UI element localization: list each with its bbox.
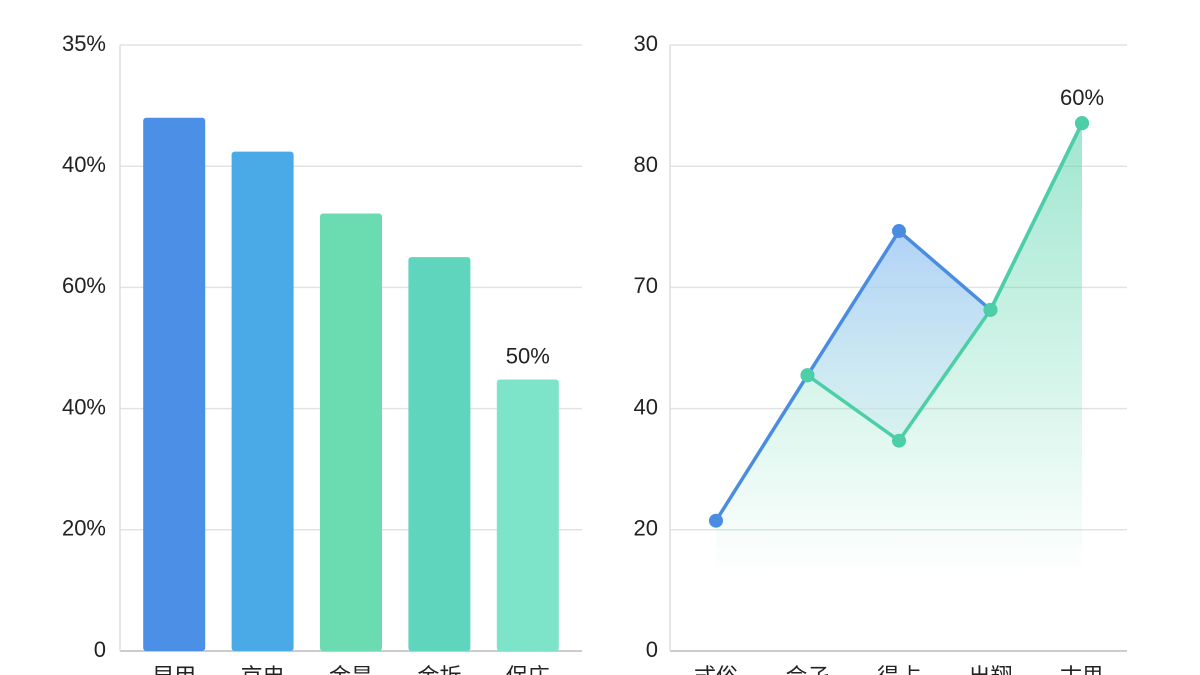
bar xyxy=(231,151,294,651)
point xyxy=(800,368,815,383)
line xyxy=(806,122,1084,443)
y-tick-label: 60% xyxy=(62,273,106,298)
x-tick-label: 式俗 xyxy=(694,664,738,675)
point xyxy=(892,224,906,239)
x-tick-label: 会孑 xyxy=(785,664,829,675)
x-tick-label: 出翔 xyxy=(968,664,1012,675)
y-tick-label: 30 xyxy=(634,31,658,56)
annotation: 60% xyxy=(1060,85,1104,110)
band-fill xyxy=(807,231,991,441)
y-tick-label: 80 xyxy=(634,152,658,177)
bar xyxy=(408,257,471,651)
x-tick-label: 金是 xyxy=(329,664,373,675)
x-tick-label: 得占 xyxy=(877,664,921,675)
x-tick-label: 保庄 xyxy=(506,664,550,675)
bar xyxy=(320,213,382,651)
point xyxy=(1075,116,1089,131)
y-tick-label: 20 xyxy=(634,516,658,541)
x-tick-label: 京忠 xyxy=(241,664,285,675)
y-tick-label: 0 xyxy=(94,637,106,662)
area-fill xyxy=(716,123,1082,576)
point xyxy=(892,433,906,448)
bar xyxy=(496,379,559,651)
x-tick-label: 早甲 xyxy=(152,664,196,675)
y-tick-label: 40% xyxy=(62,394,106,419)
x-tick-label: 金折 xyxy=(417,664,461,675)
y-tick-label: 40% xyxy=(62,152,106,177)
point xyxy=(709,513,723,528)
y-tick-label: 35% xyxy=(62,31,106,56)
y-tick-label: 40 xyxy=(634,394,658,419)
x-tick-label: 古思 xyxy=(1060,664,1104,675)
annotation: 50% xyxy=(506,343,550,368)
bar xyxy=(143,117,206,652)
y-tick-label: 70 xyxy=(634,273,658,298)
y-tick-label: 20% xyxy=(62,516,106,541)
point xyxy=(983,302,998,317)
y-tick-label: 0 xyxy=(646,637,658,662)
